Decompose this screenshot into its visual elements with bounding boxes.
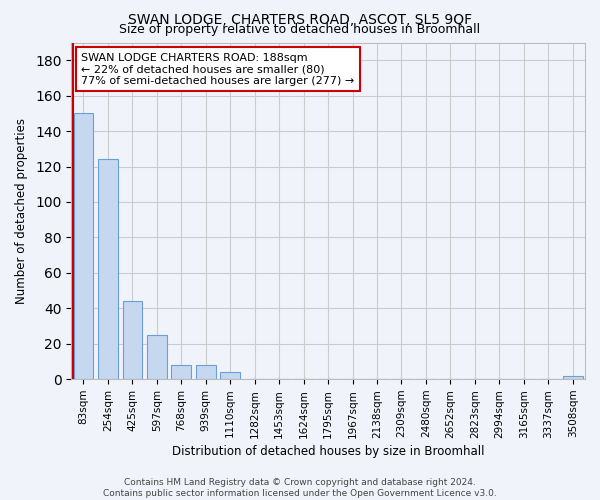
- Bar: [563, 376, 583, 379]
- Text: SWAN LODGE, CHARTERS ROAD, ASCOT, SL5 9QF: SWAN LODGE, CHARTERS ROAD, ASCOT, SL5 9Q…: [128, 12, 472, 26]
- Y-axis label: Number of detached properties: Number of detached properties: [15, 118, 28, 304]
- X-axis label: Distribution of detached houses by size in Broomhall: Distribution of detached houses by size …: [172, 444, 484, 458]
- Text: Size of property relative to detached houses in Broomhall: Size of property relative to detached ho…: [119, 22, 481, 36]
- Text: Contains HM Land Registry data © Crown copyright and database right 2024.
Contai: Contains HM Land Registry data © Crown c…: [103, 478, 497, 498]
- Bar: [147, 335, 167, 379]
- Bar: [122, 301, 142, 379]
- Bar: [74, 114, 93, 379]
- Bar: [220, 372, 240, 379]
- Text: SWAN LODGE CHARTERS ROAD: 188sqm
← 22% of detached houses are smaller (80)
77% o: SWAN LODGE CHARTERS ROAD: 188sqm ← 22% o…: [82, 52, 355, 86]
- Bar: [172, 365, 191, 379]
- Bar: [98, 160, 118, 379]
- Bar: [196, 365, 215, 379]
